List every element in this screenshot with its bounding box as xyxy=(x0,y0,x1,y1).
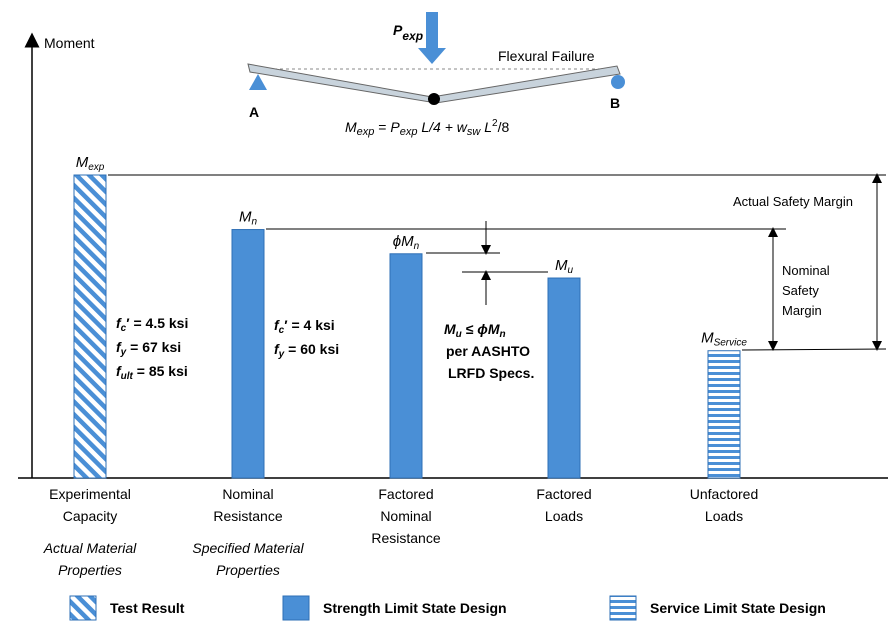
eq-p-rest: L/4 + w xyxy=(417,119,467,135)
mat-exp-fult: fult = 85 ksi xyxy=(116,363,188,382)
beam-schematic: Pexp A B Flexural Failure Mexp = Pexp L/… xyxy=(247,12,625,138)
midspan-hinge xyxy=(428,93,440,105)
legend-swatch-service xyxy=(609,595,637,621)
mat-nom-fy: fy = 60 ksi xyxy=(274,341,339,360)
flexural-failure-label: Flexural Failure xyxy=(498,48,595,64)
eq-sup: 2 xyxy=(492,118,498,129)
category-label-factored-nominal-2: Resistance xyxy=(371,530,440,546)
bar-experimental xyxy=(73,174,107,479)
comparison-line-2: LRFD Specs. xyxy=(448,365,534,381)
actual-margin-label: Actual Safety Margin xyxy=(733,194,853,209)
eq-w-sub: sw xyxy=(467,126,482,138)
category-label-nominal-1: Resistance xyxy=(213,508,282,524)
category-label-nominal-0: Nominal xyxy=(222,486,273,502)
bars: Mexp Experimental Capacity Actual Material P… xyxy=(43,154,759,578)
bar-factored-nominal xyxy=(389,253,423,479)
legend-swatch-strength xyxy=(282,595,310,621)
pin-support-a xyxy=(249,74,267,90)
category-label-factored-nominal-1: Nominal xyxy=(380,508,431,524)
category-note-nominal-0: Specified Material xyxy=(192,540,304,556)
category-label-experimental-1: Capacity xyxy=(63,508,117,524)
bar-label-unfactored-loads: MService xyxy=(701,330,747,349)
nominal-margin-label-3: Margin xyxy=(782,303,822,318)
bar-label-factored-loads: Mu xyxy=(555,257,574,276)
cmp-m-sub: u xyxy=(456,329,462,340)
category-label-factored-loads-1: Loads xyxy=(545,508,583,524)
load-arrow-head xyxy=(418,48,446,64)
eq-m: M xyxy=(345,119,357,135)
deformed-beam-left xyxy=(247,63,438,104)
materials-nominal: fc′ = 4 ksi fy = 60 ksi xyxy=(274,317,339,360)
moment-equation: Mexp = Pexp L/4 + wsw L2/8 xyxy=(345,118,509,138)
eq-tail: /8 xyxy=(498,119,510,135)
legend: Test Result Strength Limit State Design … xyxy=(69,595,826,621)
actual-margin-label-bg xyxy=(730,190,870,212)
comparison-eq: Mu ≤ ϕMn xyxy=(444,321,506,340)
mat-nom-fc: fc′ = 4 ksi xyxy=(274,317,335,336)
deformed-beam-right xyxy=(431,65,621,104)
category-note-experimental-0: Actual Material xyxy=(43,540,137,556)
category-note-experimental-1: Properties xyxy=(58,562,122,578)
category-label-experimental-0: Experimental xyxy=(49,486,131,502)
eq-p: P xyxy=(390,119,400,135)
mservice-level-line xyxy=(741,348,887,351)
legend-label-service: Service Limit State Design xyxy=(650,600,826,616)
bar-label-nominal: Mn xyxy=(239,209,258,228)
support-a-label: A xyxy=(249,104,259,120)
legend-swatch-test-result xyxy=(69,595,97,621)
bar-factored-loads xyxy=(547,277,581,479)
mat-exp-fy: fy = 67 ksi xyxy=(116,339,181,358)
category-label-factored-nominal-0: Factored xyxy=(378,486,433,502)
cmp-m: M xyxy=(444,321,456,337)
legend-label-test-result: Test Result xyxy=(110,600,185,616)
load-arrow-shaft xyxy=(426,12,438,48)
load-label-main: P xyxy=(393,22,403,38)
mat-exp-fc: fc′ = 4.5 ksi xyxy=(116,315,188,334)
bar-label-experimental: Mexp xyxy=(76,154,105,173)
category-note-nominal-1: Properties xyxy=(216,562,280,578)
category-label-factored-loads-0: Factored xyxy=(536,486,591,502)
bar-label-factored-nominal: ϕMn xyxy=(393,233,420,252)
category-label-unfactored-loads-0: Unfactored xyxy=(690,486,758,502)
eq-equals: = xyxy=(374,119,390,135)
category-label-unfactored-loads-1: Loads xyxy=(705,508,743,524)
bar-unfactored-loads xyxy=(707,350,741,479)
eq-p-sub: exp xyxy=(400,126,418,138)
legend-label-strength: Strength Limit State Design xyxy=(323,600,507,616)
support-b-label: B xyxy=(610,95,620,111)
eq-w-rest: L xyxy=(480,119,492,135)
cmp-n-sub: n xyxy=(500,329,506,340)
load-label: Pexp xyxy=(393,22,423,43)
bar-nominal xyxy=(231,229,265,479)
roller-support-b xyxy=(611,75,625,89)
load-label-sub: exp xyxy=(402,29,423,43)
y-axis-label: Moment xyxy=(44,35,95,51)
eq-m-sub: exp xyxy=(357,126,375,138)
nominal-margin-label-2: Safety xyxy=(782,283,819,298)
comparison-line-1: per AASHTO xyxy=(446,343,530,359)
nominal-margin-label-1: Nominal xyxy=(782,263,830,278)
cmp-op: ≤ ϕM xyxy=(462,321,500,337)
nominal-margin-label-bg xyxy=(778,260,840,326)
materials-experimental: fc′ = 4.5 ksi fy = 67 ksi fult = 85 ksi xyxy=(116,315,188,382)
